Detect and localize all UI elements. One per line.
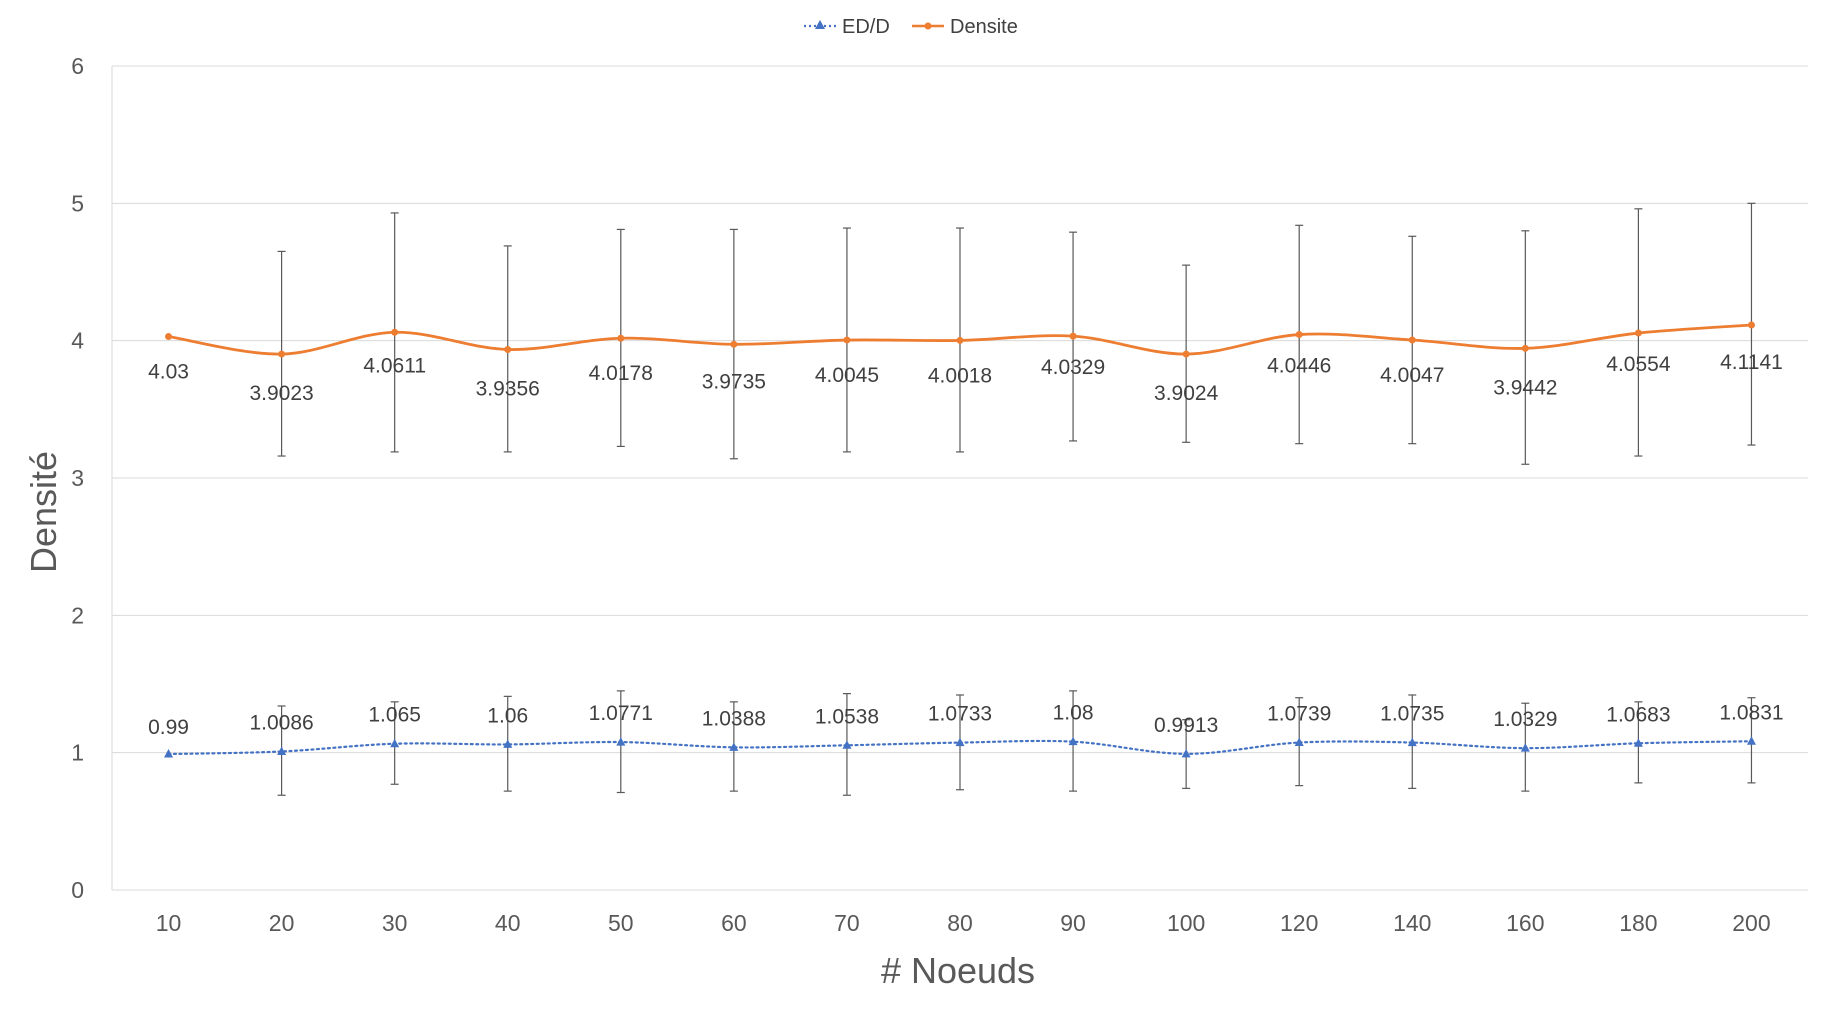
data-point-marker <box>1068 736 1078 746</box>
data-label: 0.99 <box>148 716 189 739</box>
data-point-marker <box>503 739 513 748</box>
data-point-marker <box>842 740 852 749</box>
data-point-marker <box>277 746 287 755</box>
data-point-marker <box>1407 737 1417 747</box>
data-point-marker <box>1633 738 1643 747</box>
data-point-marker <box>730 340 738 348</box>
y-tick-label: 0 <box>71 877 84 903</box>
data-label: 3.9442 <box>1493 376 1557 399</box>
data-point-marker <box>616 737 626 746</box>
data-label: 1.0683 <box>1606 703 1670 726</box>
data-label: 4.0329 <box>1041 356 1105 379</box>
y-tick-label: 1 <box>71 740 84 766</box>
y-tick-label: 5 <box>71 190 84 216</box>
legend-item-ed-d[interactable]: ED/D <box>804 16 890 38</box>
data-point-marker <box>956 336 964 344</box>
y-tick-label: 3 <box>71 465 84 491</box>
x-tick-label: 80 <box>947 910 973 936</box>
data-point-marker <box>164 749 174 758</box>
data-label: 1.0831 <box>1719 701 1783 724</box>
legend-label: ED/D <box>842 16 890 38</box>
data-label: 3.9024 <box>1154 382 1219 405</box>
data-label: 1.0739 <box>1267 703 1331 726</box>
x-tick-label: 160 <box>1506 910 1544 936</box>
data-label: 4.0047 <box>1380 364 1444 387</box>
series-markers <box>164 321 1756 758</box>
x-tick-label: 180 <box>1619 910 1657 936</box>
data-point-marker <box>1182 350 1190 358</box>
data-label: 1.0388 <box>702 707 766 730</box>
data-label: 1.0771 <box>589 702 653 725</box>
data-label: 1.0538 <box>815 705 879 728</box>
x-tick-label: 90 <box>1060 910 1086 936</box>
data-point-marker <box>1520 743 1530 752</box>
data-label: 1.06 <box>487 704 528 727</box>
legend: ED/D Densite <box>804 16 1018 38</box>
data-point-marker <box>1295 331 1303 339</box>
data-label: 1.0733 <box>928 703 992 726</box>
data-label: 4.0045 <box>815 364 879 387</box>
x-tick-label: 40 <box>495 910 521 936</box>
data-label: 4.0178 <box>589 362 653 385</box>
x-tick-label: 200 <box>1732 910 1770 936</box>
y-tick-label: 6 <box>71 53 84 79</box>
y-axis-title: Densité <box>23 451 64 573</box>
data-point-marker <box>504 346 512 354</box>
data-label: 4.03 <box>148 361 189 384</box>
data-point-marker <box>1521 344 1529 352</box>
data-point-marker <box>729 742 739 751</box>
data-label: 0.9913 <box>1154 714 1218 737</box>
data-point-marker <box>843 336 851 344</box>
data-label: 1.065 <box>368 704 421 727</box>
data-label: 4.1141 <box>1720 351 1783 374</box>
x-tick-label: 70 <box>834 910 860 936</box>
x-tick-label: 60 <box>721 910 747 936</box>
data-label: 4.0018 <box>928 364 992 387</box>
data-point-marker <box>617 334 625 342</box>
data-point-marker <box>165 333 173 341</box>
x-tick-label: 140 <box>1393 910 1431 936</box>
data-point-marker <box>1747 321 1755 329</box>
x-tick-label: 30 <box>382 910 408 936</box>
data-labels: 0.99 1.0086 1.065 1.06 1.0771 1.0388 1.0538 1.0… <box>148 351 1783 739</box>
data-point-marker <box>1634 329 1642 337</box>
data-label: 1.08 <box>1053 702 1094 725</box>
legend-circle-marker <box>924 22 932 30</box>
data-label: 3.9023 <box>249 382 313 405</box>
data-point-marker <box>1746 736 1756 745</box>
legend-item-densite[interactable]: Densite <box>912 16 1018 38</box>
data-label: 4.0611 <box>363 354 426 377</box>
x-axis-title: # Noeuds <box>881 950 1035 991</box>
data-point-marker <box>1181 748 1191 758</box>
data-point-marker <box>391 328 399 336</box>
x-tick-labels: 10 20 30 40 50 60 70 80 90 100 120 140 160 180 200 <box>156 910 1771 936</box>
x-tick-label: 100 <box>1167 910 1205 936</box>
legend-triangle-marker <box>815 20 825 29</box>
data-point-marker <box>1294 737 1304 747</box>
data-point-marker <box>1069 332 1077 340</box>
data-point-marker <box>390 738 400 748</box>
x-tick-label: 120 <box>1280 910 1318 936</box>
data-label: 4.0554 <box>1606 353 1671 376</box>
data-point-marker <box>955 737 965 747</box>
data-label: 3.9735 <box>702 370 766 393</box>
data-label: 3.9356 <box>476 378 540 401</box>
data-label: 1.0735 <box>1380 703 1444 726</box>
data-point-marker <box>1408 336 1416 344</box>
y-tick-label: 2 <box>71 602 84 628</box>
legend-label: Densite <box>950 16 1018 38</box>
data-label: 4.0446 <box>1267 355 1331 378</box>
x-tick-label: 10 <box>156 910 182 936</box>
data-label: 1.0329 <box>1493 708 1557 731</box>
x-tick-label: 20 <box>269 910 295 936</box>
x-tick-label: 50 <box>608 910 634 936</box>
y-tick-labels: 0 1 2 3 4 5 6 <box>71 53 84 903</box>
data-label: 1.0086 <box>249 711 313 734</box>
y-tick-label: 4 <box>71 328 84 354</box>
data-point-marker <box>278 350 286 358</box>
